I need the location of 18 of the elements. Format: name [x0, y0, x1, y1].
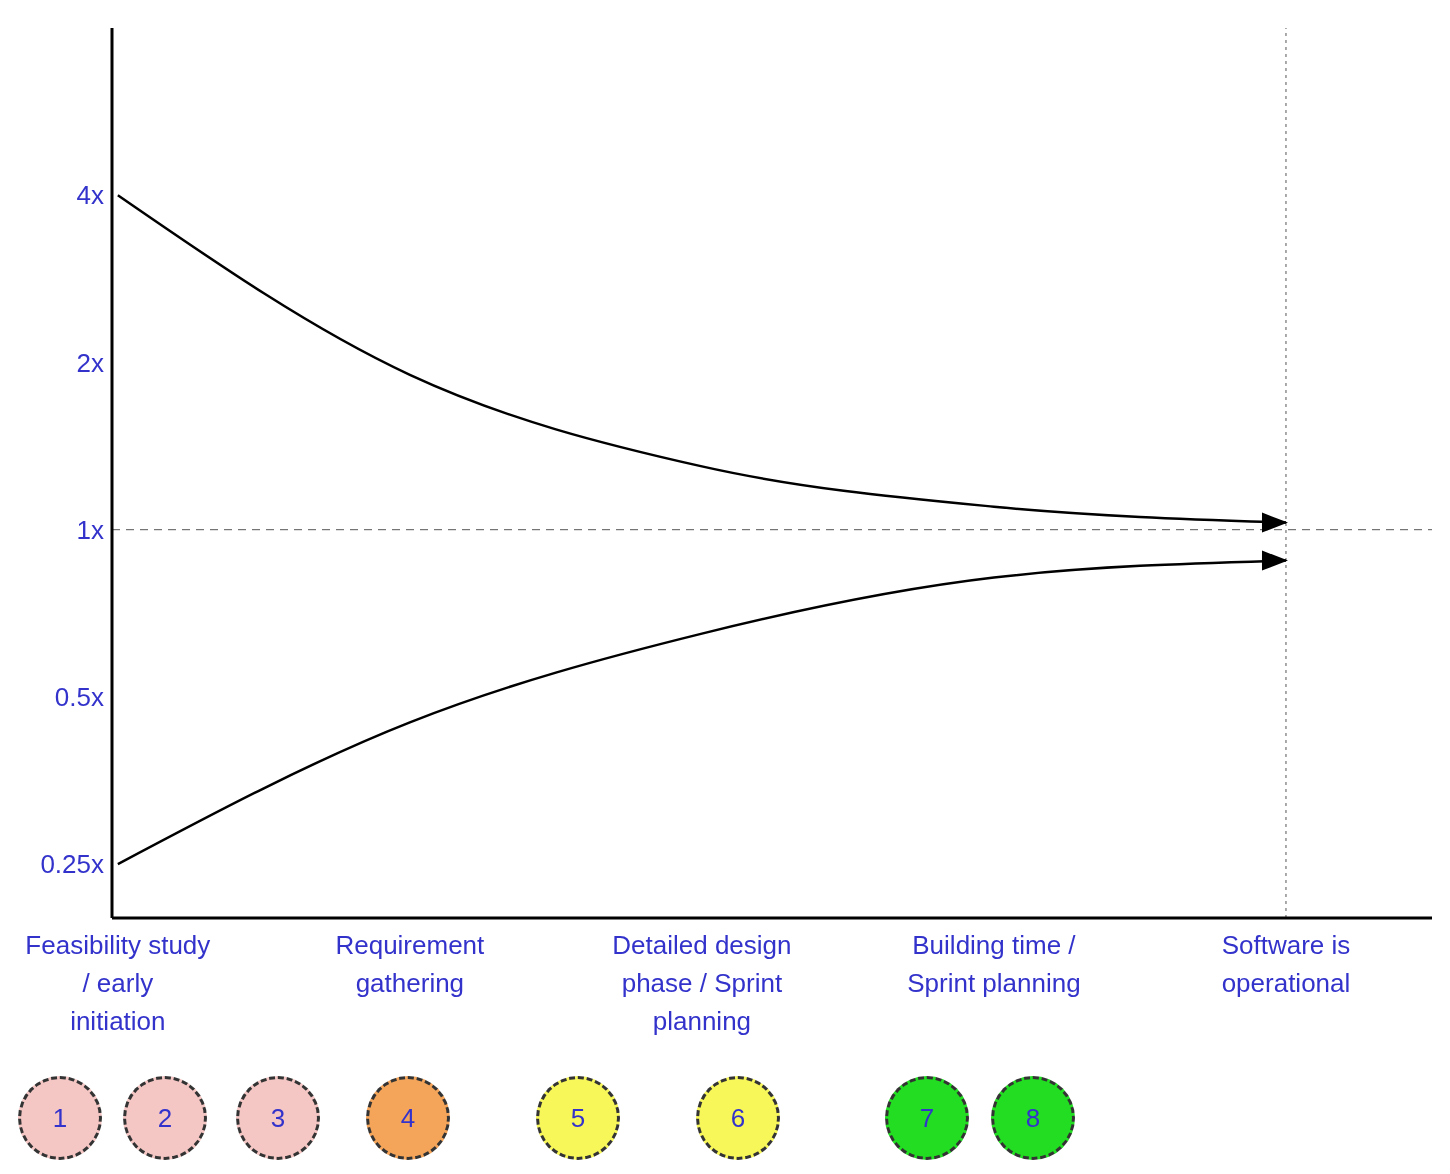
y-tick-label: 0.25x: [40, 849, 104, 880]
x-tick-label: Software is operational: [1221, 930, 1351, 998]
text: 4: [366, 1076, 450, 1160]
x-tick-label: Building time / Sprint planning: [907, 930, 1081, 998]
text: 5: [536, 1076, 620, 1160]
text: 2: [123, 1076, 207, 1160]
y-tick-label: 1x: [76, 514, 104, 545]
text: 1: [18, 1076, 102, 1160]
x-tick-label: Feasibility study / early initiation: [25, 930, 211, 1036]
y-tick-label: 2x: [76, 347, 104, 378]
text: 3: [236, 1076, 320, 1160]
x-tick-label: Requirement gathering: [335, 930, 486, 998]
text: 6: [696, 1076, 780, 1160]
text: 8: [991, 1076, 1075, 1160]
y-tick-label: 4x: [76, 180, 104, 211]
x-tick-label: Detailed design phase / Sprint planning: [612, 930, 792, 1036]
text: 7: [885, 1076, 969, 1160]
y-tick-label: 0.5x: [54, 682, 104, 713]
